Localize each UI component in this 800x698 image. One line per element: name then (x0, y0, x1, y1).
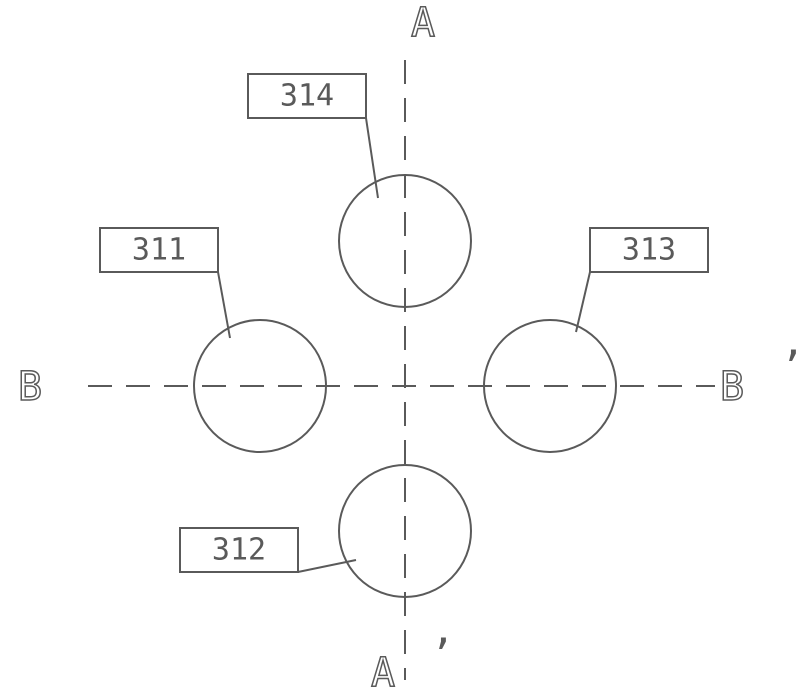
leader-313 (576, 272, 708, 332)
leader-314 (248, 118, 378, 198)
axis-label-a-prime: A (371, 650, 395, 696)
axis-label-b-prime: B (720, 364, 744, 410)
axis-label-a-prime-mark: ’ (430, 632, 454, 678)
leader-312 (180, 560, 356, 572)
axis-label-a: A (411, 0, 435, 46)
label-text-312: 312 (212, 533, 266, 568)
label-text-314: 314 (280, 79, 334, 114)
leader-311 (100, 272, 230, 338)
axis-label-b: B (18, 364, 42, 410)
label-text-313: 313 (622, 233, 676, 268)
label-text-311: 311 (132, 233, 186, 268)
axis-label-b-prime-mark: ’ (780, 344, 800, 390)
